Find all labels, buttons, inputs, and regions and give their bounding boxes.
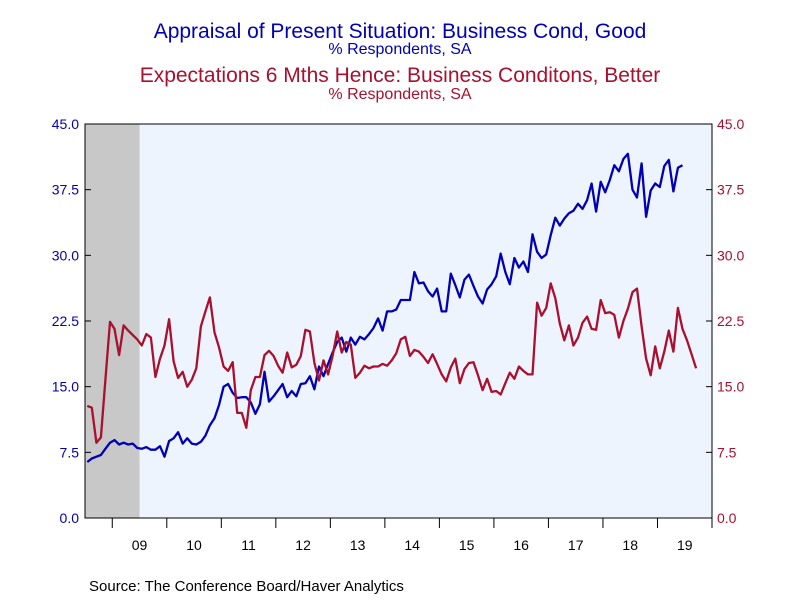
recession-shading <box>85 124 140 518</box>
y-right-tick-label: 22.5 <box>717 313 744 329</box>
y-left-tick-label: 30.0 <box>52 247 79 263</box>
y-right-tick-label: 37.5 <box>717 182 744 198</box>
y-left-tick-label: 22.5 <box>52 313 79 329</box>
series-line-present-situation <box>86 152 684 463</box>
series-line-expectations <box>86 282 698 444</box>
x-tick-label: 16 <box>513 537 529 553</box>
x-tick-label: 18 <box>622 537 638 553</box>
chart-title-expectations: Expectations 6 Mths Hence: Business Cond… <box>139 64 661 87</box>
x-tick-label: 17 <box>568 537 584 553</box>
plot-area <box>85 124 712 518</box>
y-left-tick-label: 37.5 <box>52 182 79 198</box>
x-tick-label: 11 <box>241 537 256 553</box>
x-tick-label: 09 <box>132 537 148 553</box>
chart-subtitle-expectations: % Respondents, SA <box>328 86 472 103</box>
y-right-tick-label: 45.0 <box>717 116 744 132</box>
y-right-tick-label: 15.0 <box>717 379 744 395</box>
x-tick-label: 13 <box>350 537 366 553</box>
y-left-tick-label: 45.0 <box>52 116 79 132</box>
chart-subtitle-present-situation: % Respondents, SA <box>328 41 472 58</box>
source-note: Source: The Conference Board/Haver Analy… <box>89 578 404 595</box>
y-right-tick-label: 30.0 <box>717 247 744 263</box>
y-left-tick-label: 15.0 <box>52 379 79 395</box>
y-right-tick-label: 0.0 <box>717 510 737 526</box>
x-tick-label: 10 <box>186 537 202 553</box>
y-right-tick-label: 7.5 <box>717 444 737 460</box>
x-tick-label: 15 <box>459 537 475 553</box>
x-tick-label: 12 <box>295 537 311 553</box>
y-left-tick-label: 7.5 <box>60 444 80 460</box>
x-tick-label: 14 <box>404 537 420 553</box>
x-tick-label: 19 <box>677 537 693 553</box>
chart-title-present-situation: Appraisal of Present Situation: Business… <box>153 20 647 43</box>
y-left-tick-label: 0.0 <box>60 510 80 526</box>
